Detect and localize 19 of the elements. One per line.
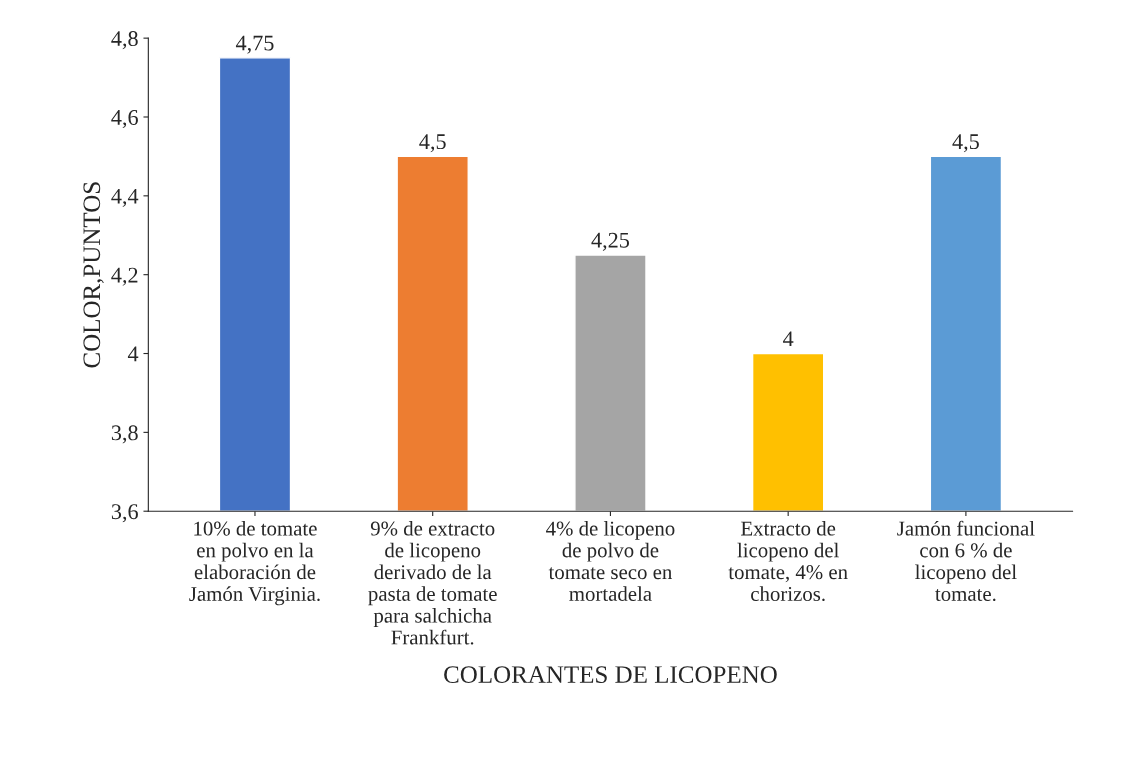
x-tick-label: 9% de extracto de licopeno derivado de la pasta de tomate para salchicha Frankfurt. (368, 520, 497, 645)
x-tick-label: 10% de tomate en polvo en la elaboración de Jamón Virginia. (189, 520, 320, 606)
data-label: 4,5 (419, 134, 446, 153)
data-label: 4,5 (952, 134, 979, 153)
y-tick-label: 3,8 (111, 425, 138, 444)
y-tick-label: 4,2 (111, 267, 138, 286)
data-label: 4 (783, 331, 794, 347)
data-label: 4,25 (591, 232, 630, 251)
data-label: 4,75 (235, 35, 274, 54)
x-tick-label: 4% de licopeno de polvo de tomate seco en mortadela (546, 520, 675, 601)
y-tick-label: 4,4 (111, 188, 139, 207)
y-tick-label: 3,6 (111, 504, 138, 523)
y-tick-label: 4 (127, 346, 139, 362)
x-tick-label: Jamón funcional con 6 % de licopeno del tomate. (897, 520, 1035, 602)
x-axis-title: COLORANTES DE LICOPENO (444, 666, 777, 684)
y-tick-label: 4,6 (111, 109, 138, 129)
x-tick-label: Extracto de licopeno del tomate, 4% en chorizos. (728, 520, 848, 602)
y-axis-title: COLOR,PUNTOS (83, 182, 104, 368)
y-tick-label: 4,8 (111, 31, 138, 50)
